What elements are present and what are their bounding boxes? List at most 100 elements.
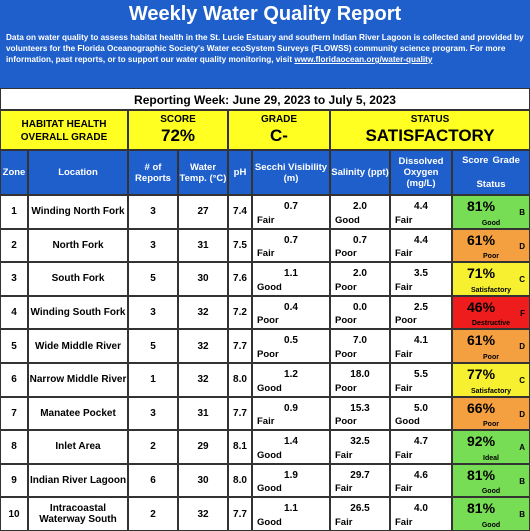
cell: 32 — [178, 295, 228, 330]
cell: 27 — [178, 195, 228, 229]
salinity: 32.5 — [350, 436, 370, 448]
cell: 7.7 — [228, 329, 252, 363]
cell: 18.0 Poor — [330, 362, 390, 397]
overall-label: HABITAT HEALTH OVERALL GRADE — [0, 110, 128, 150]
cell: 30 — [178, 262, 228, 296]
cell: 3 — [128, 396, 178, 431]
cell: 7.0 Poor — [330, 329, 390, 363]
cell: 15.3 Poor — [330, 396, 390, 431]
status: Satisfactory — [470, 387, 512, 395]
score: 61% — [467, 231, 496, 248]
cell: 5 — [128, 329, 178, 363]
zone: 6 — [11, 374, 17, 386]
salinity: 18.0 — [350, 368, 370, 380]
status: Good — [481, 521, 501, 529]
zone: 8 — [11, 441, 17, 453]
location: Winding North Fork — [31, 206, 125, 218]
temp: 32 — [197, 508, 209, 520]
grade: F — [520, 308, 525, 318]
status: Poor — [483, 353, 499, 361]
zone: 9 — [11, 475, 17, 487]
table-row: 10 Intracoastal Waterway South 2 32 7.7 1.1 Go… — [0, 497, 530, 531]
salinity: 0.0 — [353, 301, 367, 313]
cell: 0.5 Poor — [252, 329, 330, 363]
cell: 32.5 Fair — [330, 430, 390, 464]
ph: 8.0 — [233, 374, 247, 386]
grade-value: C- — [270, 126, 288, 145]
salinity-rating: Poor — [335, 315, 357, 327]
score: 92% — [467, 433, 496, 450]
cell: 3 — [128, 228, 178, 263]
location: Manatee Pocket — [40, 407, 116, 419]
overall-score: SCORE 72% — [128, 110, 228, 150]
oxygen-rating: Fair — [395, 516, 413, 528]
cell: 2.0 Good — [330, 195, 390, 229]
column-header: Dissolved Oxygen (mg/L) — [390, 150, 452, 195]
overall-status: STATUS SATISFACTORY — [330, 110, 530, 150]
score-cell: 81% B Good — [452, 463, 530, 498]
score: 81% — [467, 198, 496, 214]
status: Destructive — [471, 320, 511, 328]
cell: 7.7 — [228, 497, 252, 531]
cell: 1.2 Good — [252, 362, 330, 397]
zone: 1 — [11, 206, 17, 218]
reports: 2 — [150, 508, 156, 520]
column-headers: Zone Location # of Reports Water Temp. (°C)… — [0, 150, 530, 195]
column-header: # of Reports — [128, 150, 178, 195]
oxygen-rating: Poor — [395, 315, 417, 327]
secchi: 1.4 — [284, 436, 298, 448]
grade: B — [519, 510, 525, 520]
cell: 2 — [128, 497, 178, 531]
link[interactable]: www.floridaocean.org/water-quality — [294, 55, 433, 64]
cell: 7.2 — [228, 295, 252, 330]
salinity: 26.5 — [350, 503, 370, 515]
score-cell: 77% C Satisfactory — [452, 362, 530, 397]
cell: 26.5 Fair — [330, 497, 390, 531]
table-row: 4 Winding South Fork 3 32 7.2 0.4 Poor 0.0 Poor 2… — [0, 295, 530, 330]
cell: 9 — [0, 463, 28, 498]
score: 71% — [467, 265, 496, 282]
cell: 31 — [178, 228, 228, 263]
reports: 3 — [150, 206, 156, 218]
table-row: 3 South Fork 5 30 7.6 1.1 Good 2.0 Poor 3.5 Fair 71… — [0, 262, 530, 296]
cell: 4.7 Fair — [390, 430, 452, 464]
cell: 8 — [0, 430, 28, 464]
grade: A — [519, 443, 525, 453]
column-header: Secchi Visibility (m) — [252, 150, 330, 195]
status: Ideal — [483, 454, 499, 462]
secchi: 1.9 — [284, 469, 298, 481]
temp: 32 — [197, 307, 209, 319]
reports: 2 — [150, 441, 156, 453]
reporting-week: Reporting Week: June 29, 2023 to July 5,… — [0, 88, 530, 110]
zone: 2 — [11, 239, 17, 251]
oxygen: 4.1 — [414, 335, 428, 347]
ph: 8.0 — [233, 475, 247, 487]
oxygen: 5.0 — [414, 402, 428, 414]
secchi-rating: Good — [257, 483, 282, 495]
cell: 1 — [0, 195, 28, 229]
secchi-rating: Fair — [257, 416, 275, 428]
cell: 31 — [178, 396, 228, 431]
salinity-rating: Poor — [335, 281, 357, 293]
table-row: 7 Manatee Pocket 3 31 7.7 0.9 Fair 15.3 Poor 5.0 G… — [0, 396, 530, 431]
table-row: 6 Narrow Middle River 1 32 8.0 1.2 Good 18.0 Poo… — [0, 362, 530, 397]
table-row: 5 Wide Middle River 5 32 7.7 0.5 Poor 7.0 Poor 4.… — [0, 329, 530, 363]
score-cell: 92% A Ideal — [452, 430, 530, 464]
salinity-rating: Poor — [335, 248, 357, 260]
table-row: 9 Indian River Lagoon 6 30 8.0 1.9 Good 29.7 Fai… — [0, 463, 530, 498]
temp: 31 — [197, 239, 209, 251]
reports: 3 — [150, 239, 156, 251]
secchi-rating: Good — [257, 382, 282, 394]
description-text: Data on water quality to assess habitat … — [6, 33, 524, 64]
cell: 2.5 Poor — [390, 295, 452, 330]
salinity: 2.0 — [353, 201, 367, 212]
score: 46% — [467, 298, 496, 315]
salinity-rating: Fair — [335, 449, 353, 461]
status: Good — [481, 488, 501, 496]
cell: 0.7 Poor — [330, 228, 390, 263]
status-value: SATISFACTORY — [365, 126, 495, 145]
cell: 3 — [128, 295, 178, 330]
grade: D — [519, 342, 525, 352]
oxygen: 2.5 — [414, 301, 428, 313]
column-header: Location — [28, 150, 128, 195]
